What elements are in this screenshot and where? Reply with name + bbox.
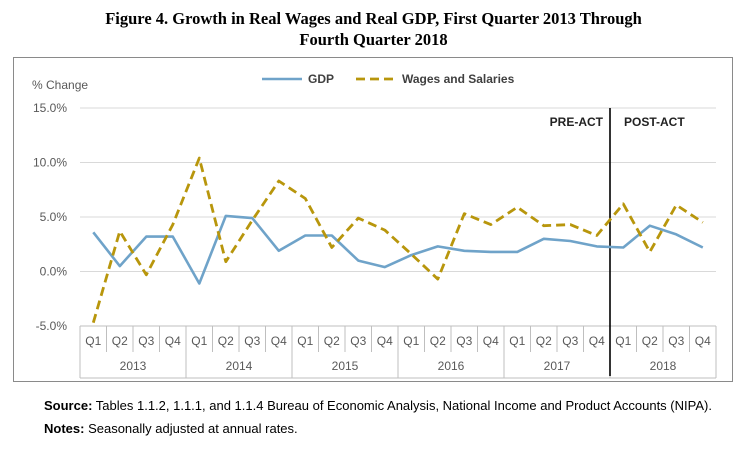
- x-tick-label: Q2: [430, 334, 446, 348]
- wages-series-line: [91, 156, 704, 324]
- figure-notes: Source: Tables 1.1.2, 1.1.1, and 1.1.4 B…: [44, 397, 734, 443]
- x-tick-label: Q1: [509, 334, 525, 348]
- notes-label: Notes:: [44, 421, 85, 436]
- x-tick-label: Q1: [297, 334, 313, 348]
- year-label: 2016: [438, 359, 465, 373]
- x-tick-label: Q2: [642, 334, 658, 348]
- figure-title: Figure 4. Growth in Real Wages and Real …: [0, 8, 747, 50]
- x-tick-label: Q1: [403, 334, 419, 348]
- x-tick-label: Q1: [85, 334, 101, 348]
- x-tick-label: Q2: [536, 334, 552, 348]
- x-tick-label: Q1: [615, 334, 631, 348]
- x-tick-label: Q4: [165, 334, 181, 348]
- y-tick-label: 10.0%: [33, 156, 67, 170]
- year-label: 2018: [650, 359, 677, 373]
- x-tick-label: Q1: [191, 334, 207, 348]
- y-axis-label: % Change: [32, 78, 88, 92]
- x-tick-label: Q4: [483, 334, 499, 348]
- x-tick-label: Q2: [218, 334, 234, 348]
- pre-act-label: PRE-ACT: [550, 115, 604, 129]
- x-tick-label: Q3: [562, 334, 578, 348]
- legend-gdp-label: GDP: [308, 72, 334, 86]
- x-tick-label: Q2: [112, 334, 128, 348]
- figure-title-line-2: Fourth Quarter 2018: [299, 30, 448, 49]
- x-tick-label: Q3: [456, 334, 472, 348]
- legend-wages-label: Wages and Salaries: [402, 72, 515, 86]
- x-tick-label: Q4: [271, 334, 287, 348]
- notes-text: Seasonally adjusted at annual rates.: [84, 421, 298, 436]
- figure-title-line-1: Figure 4. Growth in Real Wages and Real …: [105, 9, 642, 28]
- year-label: 2014: [226, 359, 253, 373]
- y-tick-label: 0.0%: [40, 265, 68, 279]
- x-tick-label: Q4: [695, 334, 711, 348]
- year-label: 2013: [120, 359, 147, 373]
- year-label: 2015: [332, 359, 359, 373]
- x-tick-label: Q3: [244, 334, 260, 348]
- notes-note: Notes: Seasonally adjusted at annual rat…: [44, 420, 734, 437]
- source-note: Source: Tables 1.1.2, 1.1.1, and 1.1.4 B…: [44, 397, 734, 414]
- x-tick-label: Q3: [350, 334, 366, 348]
- y-tick-label: 15.0%: [33, 101, 67, 115]
- source-label: Source:: [44, 398, 93, 413]
- x-tick-label: Q4: [589, 334, 605, 348]
- x-tick-label: Q3: [668, 334, 684, 348]
- year-label: 2017: [544, 359, 571, 373]
- post-act-label: POST-ACT: [624, 115, 685, 129]
- y-tick-label: 5.0%: [40, 210, 68, 224]
- x-tick-label: Q3: [138, 334, 154, 348]
- x-tick-label: Q2: [324, 334, 340, 348]
- chart-frame: [13, 57, 733, 382]
- gdp-series-line: [92, 214, 704, 285]
- source-text: Tables 1.1.2, 1.1.1, and 1.1.4 Bureau of…: [92, 398, 712, 413]
- y-tick-label: -5.0%: [36, 319, 68, 333]
- x-tick-label: Q4: [377, 334, 393, 348]
